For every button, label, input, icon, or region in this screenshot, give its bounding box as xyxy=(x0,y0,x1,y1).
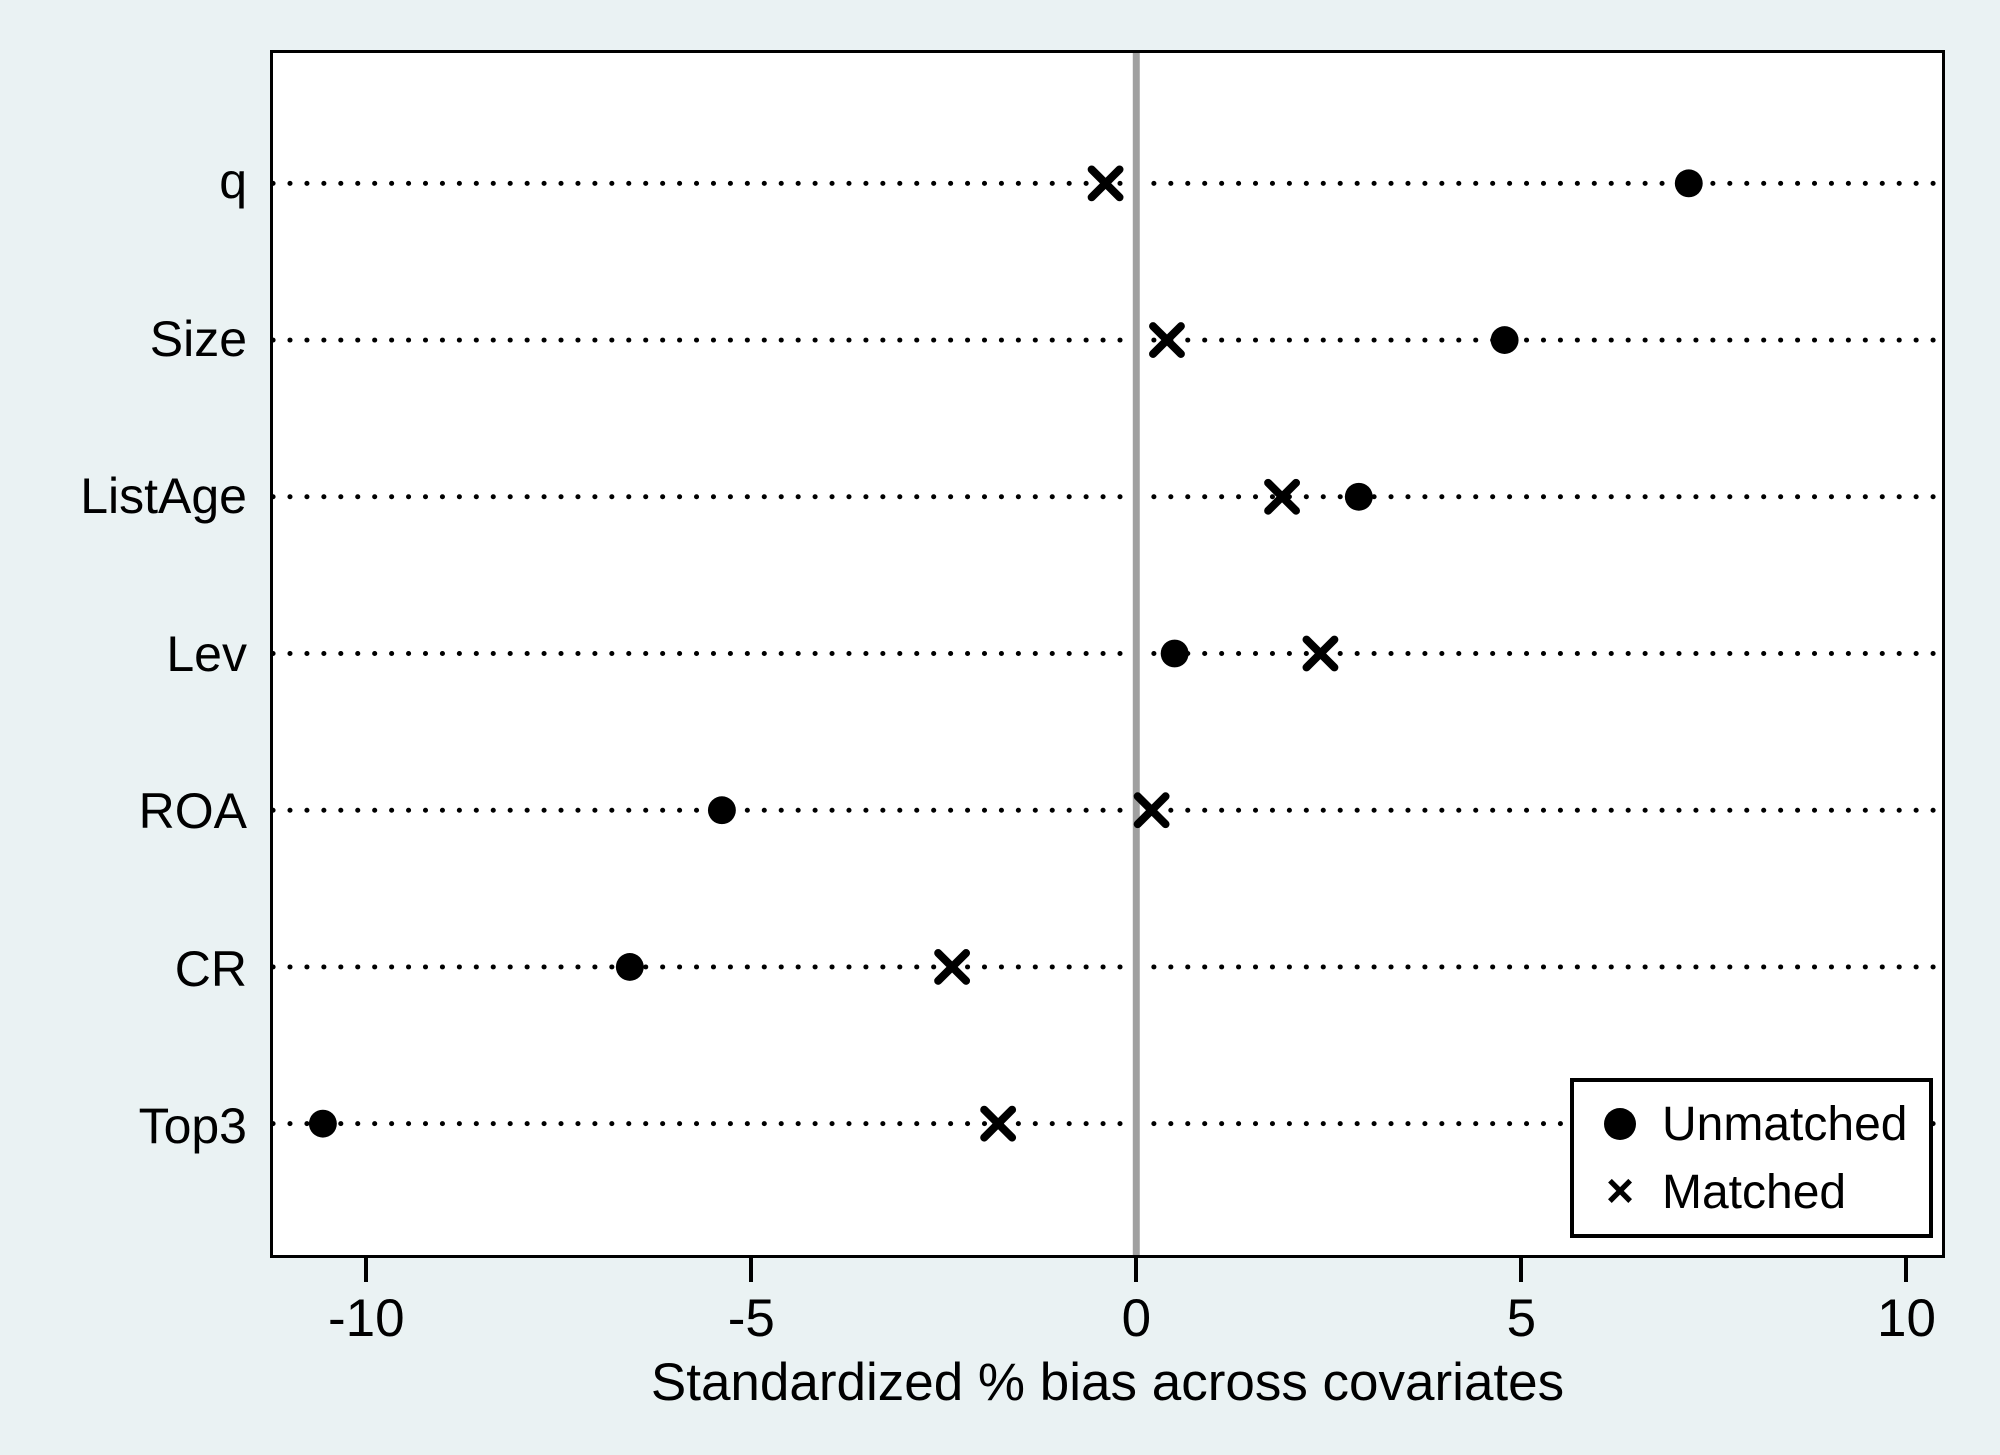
matched-marker xyxy=(1133,792,1170,829)
legend: Unmatched × Matched xyxy=(1570,1078,1933,1238)
x-axis-tick xyxy=(1904,1258,1909,1282)
x-tick-label: 0 xyxy=(1121,1289,1152,1348)
legend-item-unmatched: Unmatched xyxy=(1598,1097,1929,1152)
y-axis-label: CR xyxy=(174,940,247,997)
unmatched-marker xyxy=(1160,639,1189,668)
plot-area: Unmatched × Matched xyxy=(270,50,1945,1258)
x-tick-label: -5 xyxy=(727,1289,775,1348)
y-axis-label: Size xyxy=(149,310,247,367)
x-tick-label: 10 xyxy=(1877,1289,1936,1348)
x-axis-tick xyxy=(749,1258,754,1282)
plot-canvas xyxy=(273,53,1942,1255)
y-axis-label: ROA xyxy=(138,783,247,839)
matched-marker xyxy=(934,949,971,985)
legend-item-matched: × Matched xyxy=(1598,1165,1929,1220)
unmatched-marker xyxy=(1490,326,1519,354)
unmatched-marker xyxy=(707,796,736,825)
matched-marker xyxy=(1264,478,1301,515)
matched-marker xyxy=(1302,635,1339,672)
matched-marker xyxy=(1149,322,1185,358)
unmatched-marker xyxy=(1674,169,1703,198)
x-axis-tick xyxy=(1134,1258,1139,1282)
unmatched-circle-icon xyxy=(1598,1108,1642,1140)
unmatched-marker xyxy=(1344,482,1373,511)
matched-marker xyxy=(980,1105,1017,1142)
y-axis-label: q xyxy=(219,153,247,209)
unmatched-marker xyxy=(615,953,644,981)
matched-marker xyxy=(1087,165,1124,202)
x-axis-tick xyxy=(364,1258,369,1282)
legend-label-unmatched: Unmatched xyxy=(1662,1097,1908,1151)
y-axis-label: Top3 xyxy=(138,1098,247,1154)
x-tick-label: 5 xyxy=(1506,1289,1537,1348)
y-axis-label: Lev xyxy=(166,625,247,682)
legend-label-matched: Matched xyxy=(1662,1165,1847,1219)
x-tick-label: -10 xyxy=(327,1289,405,1348)
x-axis-tick xyxy=(1519,1258,1524,1282)
x-axis-title: Standardized % bias across covariates xyxy=(650,1353,1565,1412)
matched-x-icon: × xyxy=(1605,1165,1635,1218)
unmatched-marker xyxy=(308,1109,337,1138)
y-axis-label: ListAge xyxy=(80,468,247,524)
